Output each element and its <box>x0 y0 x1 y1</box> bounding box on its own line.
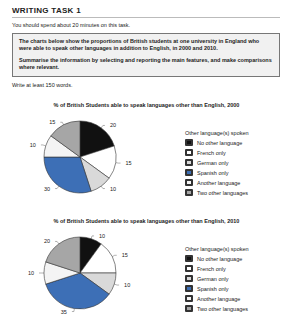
svg-text:20: 20 <box>110 122 116 128</box>
svg-text:15: 15 <box>49 119 55 125</box>
svg-text:10: 10 <box>99 233 105 239</box>
svg-text:Other language(s) spoken: Other language(s) spoken <box>185 246 249 252</box>
svg-text:Spanish only: Spanish only <box>197 170 229 176</box>
svg-text:10: 10 <box>30 142 36 148</box>
svg-text:30: 30 <box>44 186 50 192</box>
html-text:WRITING TASK 1: WRITING TASK 1 <box>12 6 81 15</box>
svg-text:10: 10 <box>28 270 34 276</box>
svg-text:% of British Students able to: % of British Students able to speak lang… <box>54 102 240 108</box>
svg-text:Another language: Another language <box>197 296 240 302</box>
svg-text:No other language: No other language <box>197 256 242 262</box>
svg-text:15: 15 <box>122 252 128 258</box>
svg-text:Other language(s) spoken: Other language(s) spoken <box>185 130 249 136</box>
svg-text:% of British Students able to: % of British Students able to speak lang… <box>54 218 240 224</box>
svg-text:No other language: No other language <box>197 140 242 146</box>
svg-text:French only: French only <box>197 266 226 272</box>
html-text:Write at least 150 words.: Write at least 150 words. <box>12 81 73 88</box>
svg-text:Two other languages: Two other languages <box>197 190 248 196</box>
html-text:You should spend about 20 minu: You should spend about 20 minutes on thi… <box>12 22 131 28</box>
svg-text:Spanish only: Spanish only <box>197 286 229 292</box>
svg-text:Two other languages: Two other languages <box>197 306 248 312</box>
svg-text:Another language: Another language <box>197 180 240 186</box>
svg-text:15: 15 <box>126 160 132 166</box>
svg-text:French only: French only <box>197 150 226 156</box>
svg-text:20: 20 <box>44 238 50 244</box>
svg-text:German only: German only <box>197 160 229 166</box>
svg-text:35: 35 <box>61 309 67 315</box>
html-text:The charts below show the prop: The charts below show the proportions of… <box>19 38 260 52</box>
html-text:Summarise the information by s: Summarise the information by selecting a… <box>19 56 272 71</box>
svg-text:10: 10 <box>124 282 130 288</box>
svg-text:German only: German only <box>197 276 229 282</box>
svg-text:10: 10 <box>110 186 116 192</box>
